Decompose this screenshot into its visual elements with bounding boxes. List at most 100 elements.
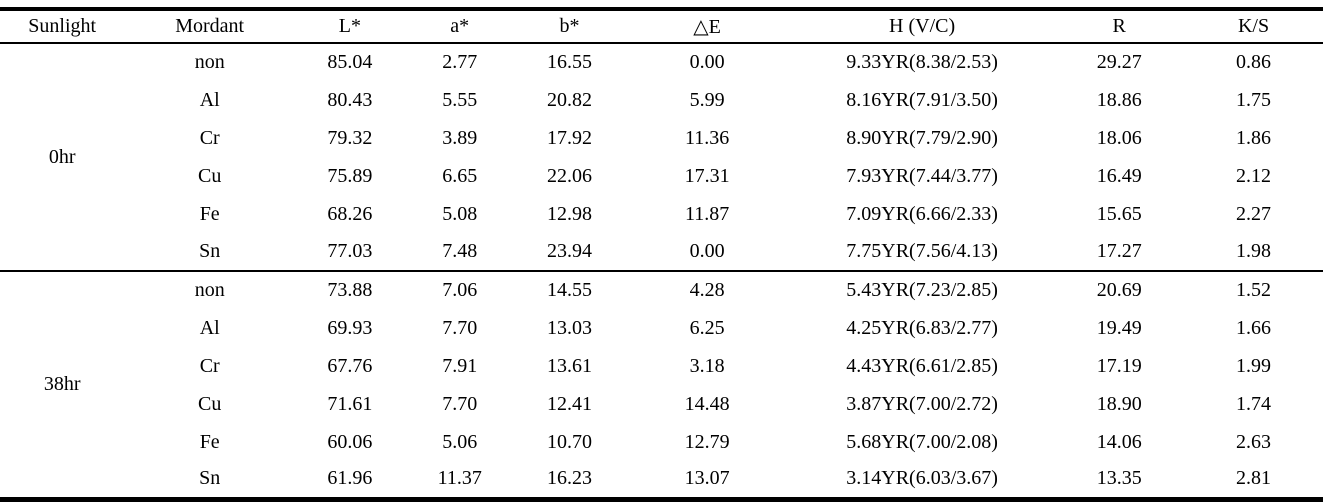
cell-delta-e: 12.79: [684, 430, 730, 453]
column-header-a-star: a*: [450, 15, 470, 37]
cell-r: 17.27: [1096, 240, 1142, 262]
cell-l-star: 67.76: [327, 354, 373, 377]
table-row: Sn 61.96 11.37 16.23 13.07 3.14YR(6.03/3.67) 1…: [0, 461, 1323, 499]
cell-k-s: 1.86: [1236, 126, 1272, 149]
column-header-k-s: K/S: [1237, 15, 1270, 37]
table-row: 38hr non 73.88 7.06 14.55 4.28 5.43YR(7.23/2.8…: [0, 271, 1323, 395]
cell-delta-e: 0.00: [689, 240, 725, 262]
sunlight-group-0hr: 0hr non 85.04 2.77 16.55 0.00 9.33YR(8.38/2.53…: [0, 43, 1323, 271]
cell-a-star: 3.89: [442, 126, 478, 149]
cell-a-star: 7.70: [442, 316, 478, 339]
cell-k-s: 2.63: [1236, 430, 1272, 453]
header-row: Sunlight Mordant L* a* b* △E H (V/C) R K…: [0, 9, 1323, 43]
sunlight-group-label: 38hr: [43, 372, 81, 395]
cell-delta-e: 6.25: [689, 316, 725, 339]
cell-l-star: 73.88: [327, 279, 373, 301]
cell-h-vc: 7.09YR(6.66/2.33): [846, 202, 998, 225]
cell-r: 13.35: [1096, 467, 1142, 490]
cell-a-star: 7.70: [442, 392, 478, 415]
cell-l-star: 60.06: [327, 430, 373, 453]
cell-a-star: 5.08: [442, 202, 478, 225]
cell-delta-e: 13.07: [684, 467, 730, 490]
cell-r: 29.27: [1096, 51, 1142, 73]
cell-b-star: 12.98: [547, 202, 592, 225]
cell-h-vc: 3.87YR(7.00/2.72): [846, 392, 998, 415]
table-row: Al 80.43 5.55 20.82 5.99 8.16YR(7.91/3.50) 18.…: [0, 81, 1323, 119]
cell-a-star: 7.48: [442, 240, 478, 262]
cell-k-s: 2.81: [1236, 467, 1272, 490]
cell-a-star: 5.55: [442, 88, 478, 111]
cell-a-star: 6.65: [442, 164, 478, 187]
cell-b-star: 16.55: [547, 51, 592, 73]
cell-h-vc: 3.14YR(6.03/3.67): [846, 467, 998, 490]
cell-mordant: Al: [199, 316, 220, 339]
cell-h-vc: 7.93YR(7.44/3.77): [846, 164, 998, 187]
cell-b-star: 20.82: [547, 88, 592, 111]
cell-mordant: non: [194, 279, 225, 301]
cell-mordant: Fe: [199, 202, 220, 225]
cell-h-vc: 9.33YR(8.38/2.53): [846, 51, 998, 73]
cell-k-s: 1.52: [1236, 279, 1272, 301]
cell-k-s: 2.12: [1236, 164, 1272, 187]
cell-a-star: 7.06: [442, 279, 478, 301]
cell-k-s: 2.27: [1236, 202, 1272, 225]
cell-r: 16.49: [1096, 164, 1142, 187]
column-header-l-star: L*: [338, 15, 362, 37]
table-row: Fe 60.06 5.06 10.70 12.79 5.68YR(7.00/2.08) 14…: [0, 423, 1323, 461]
table-header: Sunlight Mordant L* a* b* △E H (V/C) R K…: [0, 9, 1323, 43]
cell-delta-e: 11.87: [684, 202, 730, 225]
cell-k-s: 1.75: [1236, 88, 1272, 111]
cell-mordant: Sn: [199, 240, 221, 262]
column-header-delta-e: △E: [693, 16, 721, 38]
cell-mordant: Cr: [199, 354, 220, 377]
cell-delta-e: 3.18: [689, 354, 725, 377]
cell-l-star: 71.61: [327, 392, 373, 415]
column-header-r: R: [1112, 15, 1126, 37]
cell-h-vc: 7.75YR(7.56/4.13): [846, 240, 998, 262]
cell-l-star: 68.26: [327, 202, 373, 225]
cell-l-star: 69.93: [327, 316, 373, 339]
sunlight-group-38hr: 38hr non 73.88 7.06 14.55 4.28 5.43YR(7.23/2.8…: [0, 271, 1323, 499]
table-row: Sn 77.03 7.48 23.94 0.00 7.75YR(7.56/4.13) 17.…: [0, 233, 1323, 271]
cell-delta-e: 17.31: [684, 164, 730, 187]
cell-b-star: 13.03: [547, 316, 592, 339]
cell-l-star: 77.03: [327, 240, 373, 262]
colorimetric-data-table: Sunlight Mordant L* a* b* △E H (V/C) R K…: [0, 7, 1323, 502]
cell-b-star: 13.61: [547, 354, 592, 377]
cell-b-star: 17.92: [547, 126, 592, 149]
table-row: Cr 79.32 3.89 17.92 11.36 8.90YR(7.79/2.90) 18…: [0, 119, 1323, 157]
cell-r: 18.86: [1096, 88, 1142, 111]
table-row: 0hr non 85.04 2.77 16.55 0.00 9.33YR(8.38/2.53…: [0, 43, 1323, 168]
table-row: Cr 67.76 7.91 13.61 3.18 4.43YR(6.61/2.85) 17.…: [0, 347, 1323, 385]
cell-h-vc: 5.43YR(7.23/2.85): [846, 279, 998, 301]
cell-a-star: 5.06: [442, 430, 478, 453]
cell-r: 15.65: [1096, 202, 1142, 225]
cell-b-star: 14.55: [547, 279, 592, 301]
cell-delta-e: 14.48: [684, 392, 730, 415]
cell-delta-e: 0.00: [689, 51, 725, 73]
cell-a-star: 2.77: [442, 51, 478, 73]
table-row: Cu 75.89 6.65 22.06 17.31 7.93YR(7.44/3.77) 16…: [0, 157, 1323, 195]
cell-r: 18.06: [1096, 126, 1142, 149]
table-row: Cu 71.61 7.70 12.41 14.48 3.87YR(7.00/2.72) 18…: [0, 385, 1323, 423]
sunlight-group-label: 0hr: [48, 145, 76, 168]
column-header-h-vc: H (V/C): [889, 15, 956, 37]
column-header-b-star: b*: [559, 15, 580, 37]
cell-mordant: Sn: [199, 467, 221, 490]
cell-r: 20.69: [1096, 279, 1142, 301]
cell-l-star: 80.43: [327, 88, 373, 111]
cell-l-star: 75.89: [327, 164, 373, 187]
cell-b-star: 16.23: [547, 467, 592, 490]
cell-r: 19.49: [1096, 316, 1142, 339]
cell-mordant: Al: [199, 88, 220, 111]
cell-k-s: 0.86: [1236, 51, 1272, 73]
cell-r: 17.19: [1096, 354, 1142, 377]
cell-r: 14.06: [1096, 430, 1142, 453]
cell-delta-e: 4.28: [689, 279, 725, 301]
cell-k-s: 1.98: [1236, 240, 1272, 262]
cell-delta-e: 11.36: [684, 126, 730, 149]
cell-k-s: 1.74: [1236, 392, 1272, 415]
table-row: Fe 68.26 5.08 12.98 11.87 7.09YR(6.66/2.33) 15…: [0, 195, 1323, 233]
cell-h-vc: 5.68YR(7.00/2.08): [846, 430, 998, 453]
